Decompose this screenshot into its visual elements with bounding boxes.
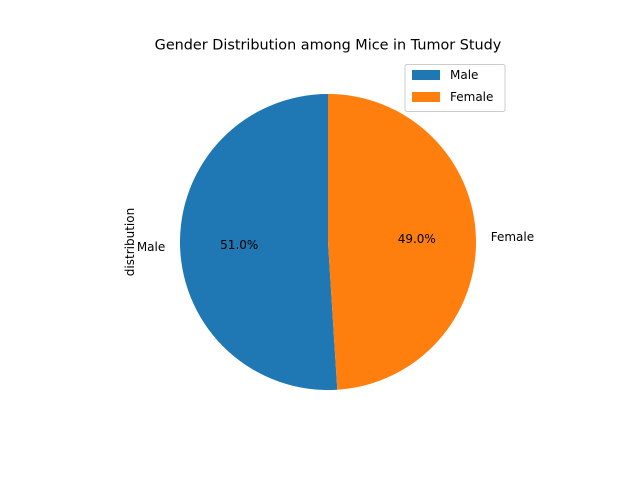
legend: Male Female (404, 64, 506, 112)
chart-title: Gender Distribution among Mice in Tumor … (155, 38, 502, 54)
pie-slices (179, 94, 476, 390)
pie-slice-female (328, 94, 476, 390)
legend-label-female: Female (450, 90, 493, 104)
slice-label-male: Male (137, 240, 165, 254)
pie-slice-labels: Male 51.0% Female 49.0% (137, 230, 534, 254)
slice-label-female: Female (491, 230, 534, 244)
pie-slice-male (179, 94, 338, 390)
y-axis-label: distribution (123, 208, 137, 276)
slice-percent-male: 51.0% (220, 238, 258, 252)
slice-percent-female: 49.0% (398, 232, 436, 246)
legend-swatch-female (412, 92, 440, 102)
legend-label-male: Male (450, 68, 478, 82)
legend-swatch-male (412, 70, 440, 80)
